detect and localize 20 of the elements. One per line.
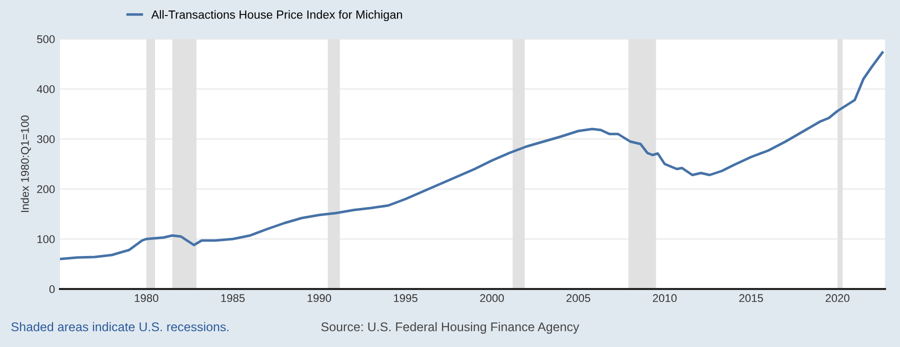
x-tick-label: 2020: [826, 294, 850, 302]
y-tick-label: 0: [49, 285, 55, 294]
x-tick-label: 1980: [134, 294, 158, 302]
source-note: Source: U.S. Federal Housing Finance Agency: [321, 322, 580, 334]
y-tick-label: 300: [37, 135, 55, 144]
line-series: [60, 51, 884, 260]
y-tick-label: 400: [36, 85, 55, 94]
x-tick-label: 1995: [394, 294, 418, 302]
text: Shaded areas indicate U.S. recessions.: [11, 322, 229, 332]
legend-label: All-Transactions House Price Index for Michigan: [151, 10, 402, 22]
x-tick-label: 2005: [566, 294, 590, 302]
x-tick-label: 2015: [739, 294, 763, 302]
x-tick-label: 2010: [652, 294, 677, 302]
y-tick-label: 200: [37, 185, 55, 194]
x-tick-label: 1985: [221, 294, 245, 302]
x-tick-label: 1990: [308, 294, 332, 302]
x-tick-label: 2000: [480, 294, 504, 302]
y-tick-label: 100: [37, 235, 55, 244]
y-tick-label: 500: [37, 35, 55, 44]
y-axis-title: Index 1980:Q1=100: [20, 115, 31, 212]
